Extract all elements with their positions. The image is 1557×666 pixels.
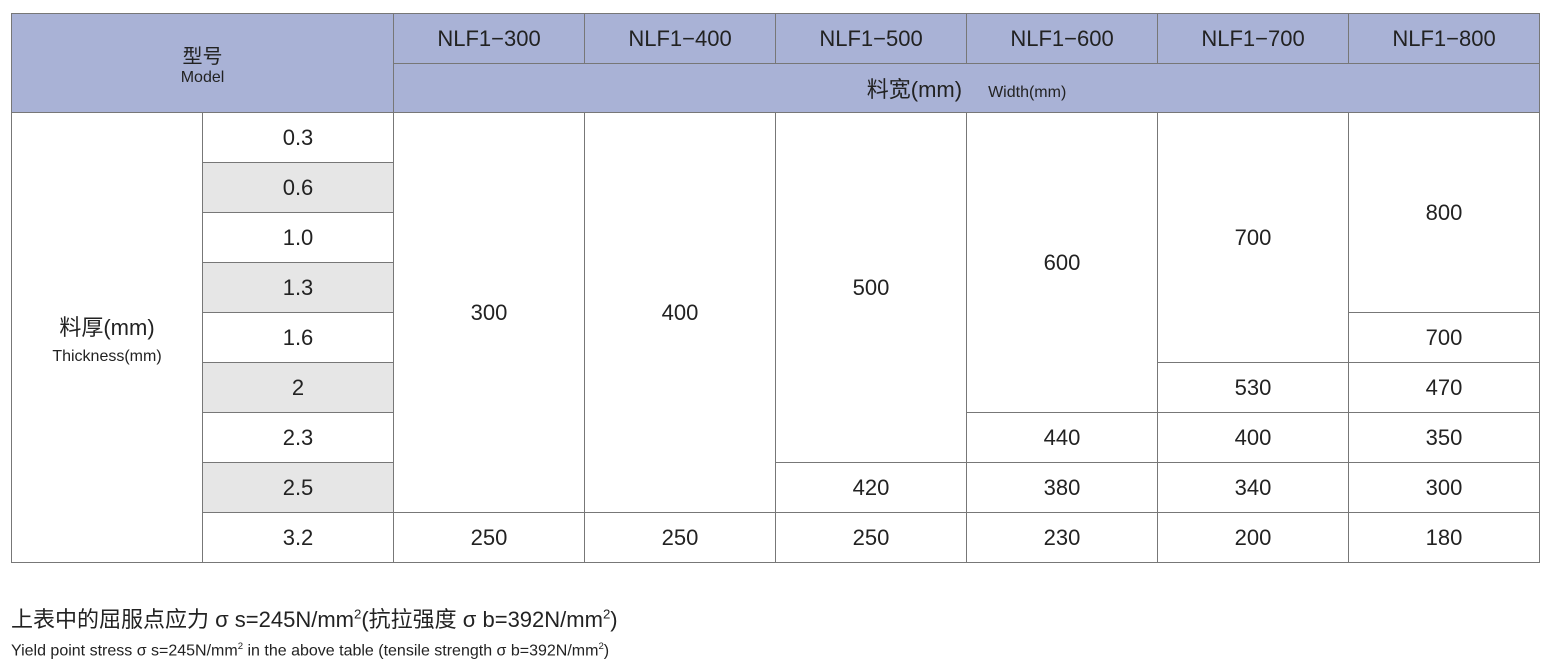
width-value: 700 xyxy=(1348,312,1541,363)
width-value: 250 xyxy=(393,512,586,563)
thickness-value: 2.3 xyxy=(201,412,395,463)
model-name: NLF1−300 xyxy=(393,13,586,64)
thickness-label: 料厚(mm) xyxy=(59,314,155,340)
width-value: 700 xyxy=(1157,112,1350,363)
width-value: 400 xyxy=(584,112,777,513)
superscript: 2 xyxy=(598,641,604,652)
width-value: 470 xyxy=(1348,362,1541,413)
model-name: NLF1−800 xyxy=(1348,13,1541,64)
width-label-en: Width(mm) xyxy=(988,84,1067,101)
footnote-text: in the above table (tensile strength σ b… xyxy=(243,642,599,660)
footnote-text: Yield point stress σ s=245N/mm xyxy=(11,642,238,660)
thickness-value: 2.5 xyxy=(201,462,395,513)
thickness-value: 1.0 xyxy=(201,212,395,263)
body-row: 3.2 250 250 250 230 200 180 xyxy=(12,512,1541,563)
body-row: 1.0 xyxy=(12,212,1540,263)
header-row: 料宽(mm) Width(mm) xyxy=(12,63,1541,113)
spec-table: 型号 Model NLF1−300 NLF1−400 NLF1−500 NLF1−600 N… xyxy=(10,13,1541,563)
superscript: 2 xyxy=(602,606,611,622)
width-value: 440 xyxy=(966,412,1159,463)
width-value: 300 xyxy=(393,112,586,513)
width-value: 300 xyxy=(1348,462,1541,513)
footnote-text: ) xyxy=(603,642,610,660)
body-row: 2.3 440 400 350 xyxy=(12,412,1541,463)
thickness-value: 2 xyxy=(201,362,395,413)
body-row: 0.6 xyxy=(12,162,1540,213)
model-name: NLF1−700 xyxy=(1157,13,1350,64)
width-value: 420 xyxy=(775,462,968,513)
footnote-zh: 上表中的屈服点应力 σ s=245N/mm2(抗拉强度 σ b=392N/mm2… xyxy=(11,602,618,634)
thickness-value: 0.6 xyxy=(201,162,395,213)
footnote-en: Yield point stress σ s=245N/mm2 in the a… xyxy=(11,641,609,660)
width-value: 800 xyxy=(1348,112,1541,313)
thickness-header: 料厚(mm) Thickness(mm) xyxy=(11,112,203,563)
thickness-label-en: Thickness(mm) xyxy=(52,347,162,365)
body-row: 1.3 xyxy=(12,262,1540,313)
width-value: 200 xyxy=(1157,512,1350,563)
thickness-value: 1.6 xyxy=(201,312,395,363)
table-body: 料厚(mm) Thickness(mm) 0.3 300 400 500 600 700 800… xyxy=(11,112,1541,563)
width-value: 340 xyxy=(1157,462,1350,513)
table-head: 型号 Model NLF1−300 NLF1−400 NLF1−500 NLF1−600 N… xyxy=(10,13,1541,113)
footnote-text: (抗拉强度 σ b=392N/mm xyxy=(361,607,603,632)
thickness-value: 3.2 xyxy=(201,512,395,563)
body-row: 料厚(mm) Thickness(mm) 0.3 300 400 500 600 700 800 xyxy=(11,112,1541,563)
width-value: 380 xyxy=(966,462,1159,513)
superscript: 2 xyxy=(237,641,244,652)
body-row: 2 530 470 xyxy=(12,362,1541,413)
width-value: 250 xyxy=(775,512,968,563)
width-value: 600 xyxy=(966,112,1159,413)
width-value: 500 xyxy=(775,112,968,463)
superscript: 2 xyxy=(354,606,362,622)
header-row: 型号 Model NLF1−300 NLF1−400 NLF1−500 NLF1−600 N… xyxy=(10,13,1541,113)
model-name: NLF1−500 xyxy=(775,13,968,64)
model-label: 型号 xyxy=(182,45,223,68)
body-row: 2.5 420 380 340 300 xyxy=(12,462,1541,513)
width-value: 350 xyxy=(1348,412,1541,463)
model-name: NLF1−400 xyxy=(584,13,777,64)
thickness-value: 1.3 xyxy=(201,262,395,313)
width-value: 400 xyxy=(1157,412,1350,463)
model-header: 型号 Model xyxy=(10,13,395,113)
model-name: NLF1−600 xyxy=(966,13,1159,64)
footnote-text: ) xyxy=(610,607,618,632)
width-value: 530 xyxy=(1157,362,1350,413)
model-label-en: Model xyxy=(180,68,225,86)
width-value: 180 xyxy=(1348,512,1541,563)
footnote-text: 上表中的屈服点应力 σ s=245N/mm xyxy=(11,607,355,632)
width-value: 230 xyxy=(966,512,1159,563)
width-value: 250 xyxy=(584,512,777,563)
width-label: 料宽(mm) xyxy=(866,77,963,102)
thickness-value: 0.3 xyxy=(201,112,395,163)
width-header: 料宽(mm) Width(mm) xyxy=(393,63,1541,113)
